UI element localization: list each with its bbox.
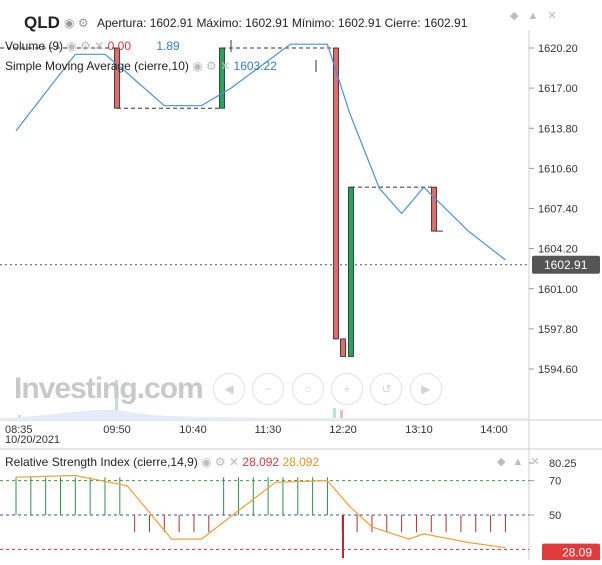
rsi-chevron-up-icon[interactable]: ▲ [512, 456, 524, 468]
time-axis-label: 10:40 [179, 424, 207, 436]
zoom-in-icon[interactable]: + [331, 373, 364, 405]
current-price-badge [532, 255, 600, 274]
candle [333, 47, 339, 340]
price-tick-label: 1604.20 [538, 244, 578, 256]
close-icon[interactable]: ✕ [547, 10, 557, 22]
rsi-line [15, 474, 506, 549]
zoom-out-icon[interactable]: − [252, 373, 285, 405]
candle [340, 338, 346, 357]
maximo-label: Máximo: [196, 16, 242, 30]
volume-value-1: 0.00 [107, 39, 132, 53]
volume-legend-icons[interactable]: ◉ ⚙ ✕ [66, 39, 105, 53]
rsi-value-1: 28.092 [242, 455, 280, 469]
minimo-value: 1602.91 [337, 16, 382, 30]
rsi-value-2: 28.092 [282, 455, 320, 469]
cierre-label: Cierre: [384, 16, 421, 30]
time-axis-label: 11:30 [255, 424, 282, 436]
sma-legend: Simple Moving Average (cierre,10) ◉ ⚙ ✕ … [5, 59, 277, 73]
ohlc-readout: Apertura: 1602.91 Máximo: 1602.91 Mínimo… [97, 16, 467, 30]
sma-label: Simple Moving Average (cierre,10) [5, 59, 189, 73]
price-tick-label: 1620.20 [538, 43, 578, 55]
rsi-tick-label: 70 [549, 476, 561, 488]
volume-bar [115, 380, 118, 415]
nav-controls[interactable]: ◀ − ○ + ↺ ▶ [213, 373, 442, 405]
time-axis-label: 14:00 [480, 424, 508, 436]
time-axis-label: 12:20 [329, 424, 357, 436]
volume-bar [340, 410, 343, 418]
reset-view-icon[interactable]: ↺ [370, 373, 403, 405]
zoom-reset-icon[interactable]: ○ [291, 373, 324, 405]
gear-icon[interactable]: ⚙ [77, 16, 89, 30]
apertura-label: Apertura: [97, 16, 147, 30]
apertura-value: 1602.91 [149, 16, 194, 30]
rsi-legend-icons[interactable]: ◉ ⚙ ✕ [201, 455, 240, 469]
time-axis-label: 08:35 [5, 424, 33, 436]
price-tick-label: 1617.00 [538, 83, 578, 95]
fill-icon[interactable]: ◆ [510, 10, 519, 22]
rsi-tick-label: 50 [549, 510, 561, 522]
header-icons[interactable]: ◉ ⚙ [64, 16, 89, 30]
candle [348, 186, 354, 357]
header-controls[interactable]: ◆ ▲ ✕ [510, 9, 557, 22]
rsi-legend: Relative Strength Index (cierre,14,9) ◉ … [5, 455, 319, 469]
investing-watermark: Investing.com [14, 372, 204, 405]
sma-value: 1603.22 [233, 59, 277, 73]
candle [431, 186, 437, 232]
volume-legend: Volume (9) ◉ ⚙ ✕ 0.00 1.89 [5, 39, 180, 53]
symbol-title: QLD [24, 13, 60, 32]
price-tick-label: 1610.60 [538, 163, 578, 175]
price-tick-label: 1601.00 [538, 284, 578, 296]
candle [114, 47, 120, 109]
price-tick-label: 1607.40 [538, 204, 578, 216]
maximo-value: 1602.91 [245, 16, 289, 30]
scroll-left-icon[interactable]: ◀ [213, 373, 245, 405]
rsi-fill-icon[interactable]: ◆ [497, 456, 506, 468]
price-tick-label: 1597.80 [538, 324, 578, 336]
volume-area [0, 409, 529, 420]
current-price-label: 1602.91 [544, 258, 588, 272]
volume-bar [333, 408, 336, 418]
eye-icon[interactable]: ◉ [64, 16, 75, 30]
scroll-right-icon[interactable]: ▶ [409, 373, 442, 405]
chevron-up-icon[interactable]: ▲ [527, 10, 539, 22]
rsi-close-icon[interactable]: ✕ [530, 456, 540, 468]
price-tick-label: 1594.60 [538, 364, 578, 376]
volume-value-2: 1.89 [156, 39, 180, 53]
rsi-current-label: 28.09 [562, 546, 592, 560]
cierre-value: 1602.91 [423, 16, 468, 30]
candle [219, 47, 225, 109]
volume-label: Volume (9) [5, 39, 64, 53]
time-axis-label: 09:50 [103, 424, 131, 436]
rsi-controls[interactable]: ◆ ▲ ✕ [497, 455, 540, 468]
sma-line [15, 43, 506, 261]
sma-legend-icons[interactable]: ◉ ⚙ ✕ [192, 59, 231, 73]
rsi-label: Relative Strength Index (cierre,14,9) [5, 455, 198, 469]
time-axis-date: 10/20/2021 [5, 434, 60, 446]
time-axis-label: 13:10 [405, 424, 433, 436]
rsi-tick-label: 80.25 [549, 458, 577, 470]
rsi-current-badge [542, 543, 600, 562]
price-tick-label: 1613.80 [538, 123, 578, 135]
minimo-label: Mínimo: [291, 16, 335, 30]
